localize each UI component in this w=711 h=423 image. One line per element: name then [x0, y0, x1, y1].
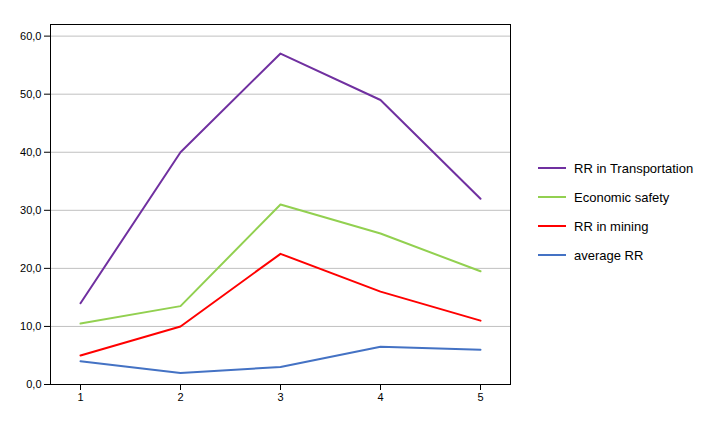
- svg-text:10,0: 10,0: [20, 320, 41, 332]
- svg-text:3: 3: [277, 391, 283, 403]
- svg-text:5: 5: [477, 391, 483, 403]
- html-text:Economic safety: Economic safety: [574, 189, 670, 205]
- html-text:RR in mining: RR in mining: [574, 218, 649, 234]
- html-text:RR in Transportation: RR in Transportation: [574, 160, 694, 176]
- svg-text:0,0: 0,0: [26, 378, 41, 390]
- svg-text:40,0: 40,0: [20, 146, 41, 158]
- html-text:average RR: average RR: [574, 247, 644, 263]
- svg-text:1: 1: [77, 391, 83, 403]
- svg-text:4: 4: [377, 391, 383, 403]
- svg-text:60,0: 60,0: [20, 30, 41, 42]
- svg-text:20,0: 20,0: [20, 262, 41, 274]
- svg-text:30,0: 30,0: [20, 204, 41, 216]
- svg-text:50,0: 50,0: [20, 88, 41, 100]
- svg-text:2: 2: [177, 391, 183, 403]
